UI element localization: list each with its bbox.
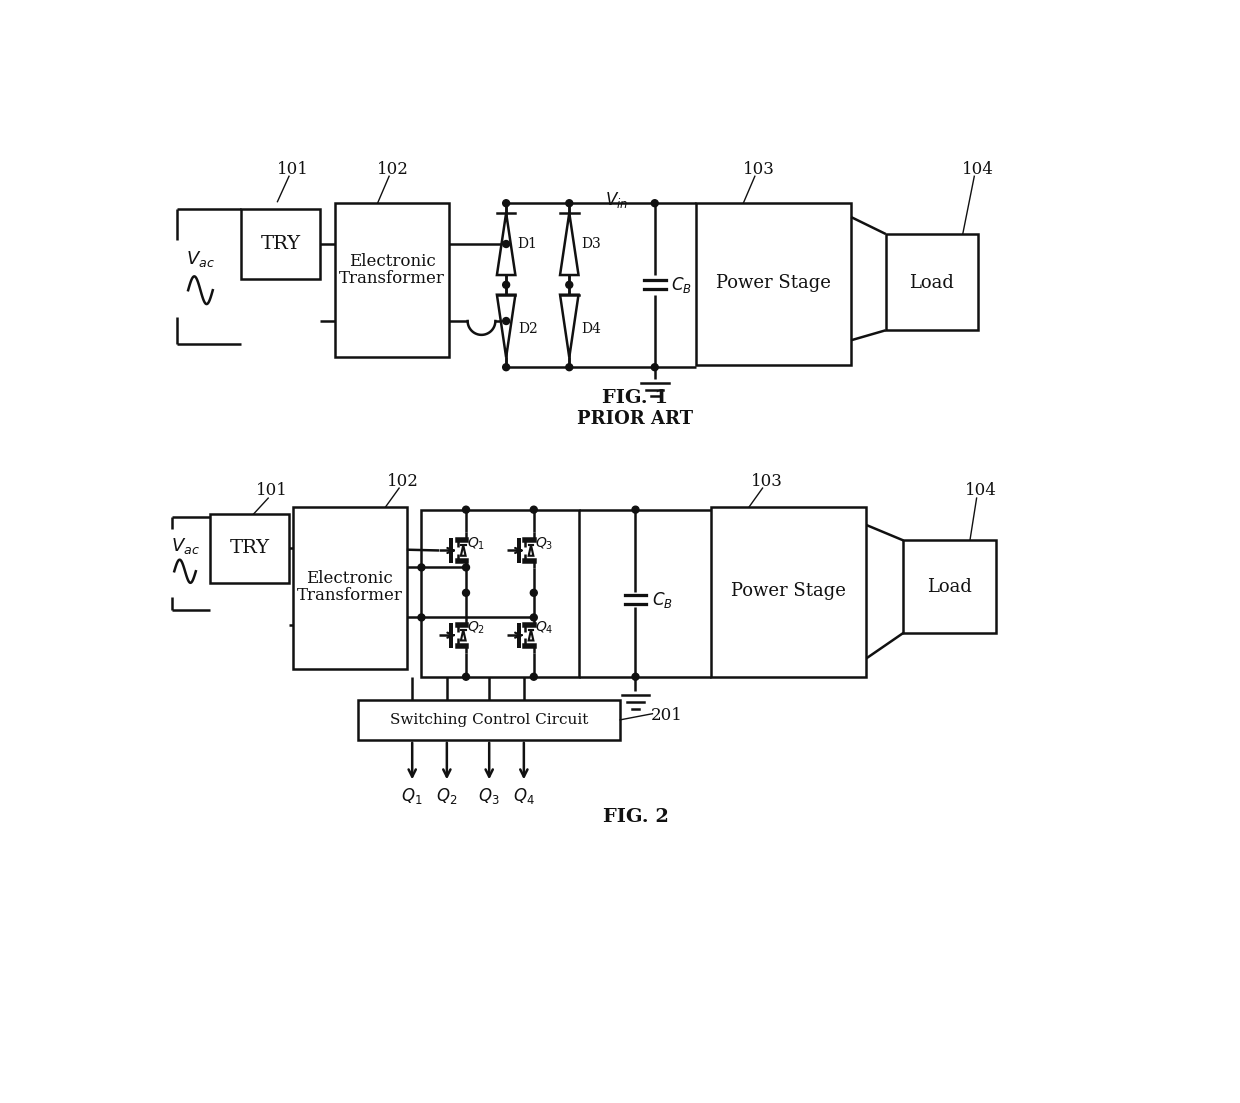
Circle shape xyxy=(502,281,510,288)
Circle shape xyxy=(531,673,537,681)
Circle shape xyxy=(565,364,573,371)
Text: Load: Load xyxy=(909,274,955,291)
Text: $C_B$: $C_B$ xyxy=(652,590,673,610)
Circle shape xyxy=(502,200,510,206)
Text: $Q_2$: $Q_2$ xyxy=(436,786,458,806)
Circle shape xyxy=(502,364,510,371)
Text: 104: 104 xyxy=(962,161,994,178)
Text: PRIOR ART: PRIOR ART xyxy=(578,410,693,428)
Circle shape xyxy=(632,506,639,513)
Circle shape xyxy=(418,614,425,621)
Bar xyxy=(422,510,579,677)
Text: Transformer: Transformer xyxy=(340,270,445,287)
Text: $V_{ac}$: $V_{ac}$ xyxy=(171,536,200,556)
Text: 101: 101 xyxy=(277,161,309,178)
Text: 104: 104 xyxy=(965,482,997,499)
Text: 201: 201 xyxy=(650,707,682,724)
Circle shape xyxy=(531,506,537,513)
Polygon shape xyxy=(560,295,579,357)
Circle shape xyxy=(463,589,470,597)
Polygon shape xyxy=(560,213,579,275)
Circle shape xyxy=(463,564,470,571)
Polygon shape xyxy=(497,213,516,275)
Circle shape xyxy=(531,589,537,597)
Bar xyxy=(885,234,978,330)
Text: $Q_4$: $Q_4$ xyxy=(513,786,534,806)
Bar xyxy=(711,507,867,677)
Text: $Q_3$: $Q_3$ xyxy=(479,786,500,806)
Text: 101: 101 xyxy=(257,482,288,499)
Text: 102: 102 xyxy=(387,473,419,490)
Text: FIG. 1: FIG. 1 xyxy=(603,389,668,407)
Bar xyxy=(293,507,407,670)
Text: $Q_4$: $Q_4$ xyxy=(534,620,553,636)
Circle shape xyxy=(502,240,510,247)
Circle shape xyxy=(463,506,470,513)
Text: Power Stage: Power Stage xyxy=(715,274,831,291)
Text: D3: D3 xyxy=(582,237,600,251)
Text: Power Stage: Power Stage xyxy=(732,581,846,600)
Text: D4: D4 xyxy=(580,322,600,335)
Text: $V_{in}$: $V_{in}$ xyxy=(605,190,627,210)
Polygon shape xyxy=(528,630,533,641)
Text: 103: 103 xyxy=(750,473,782,490)
Text: Switching Control Circuit: Switching Control Circuit xyxy=(391,713,589,727)
Text: $Q_1$: $Q_1$ xyxy=(402,786,423,806)
Text: Electronic: Electronic xyxy=(348,254,435,270)
Circle shape xyxy=(565,281,573,288)
Text: TRY: TRY xyxy=(260,235,300,253)
Text: 102: 102 xyxy=(377,161,409,178)
Circle shape xyxy=(463,673,470,681)
Polygon shape xyxy=(528,545,533,556)
Bar xyxy=(242,210,320,279)
Bar xyxy=(696,203,851,365)
Text: $Q_3$: $Q_3$ xyxy=(534,535,553,552)
Circle shape xyxy=(531,614,537,621)
Circle shape xyxy=(651,200,658,206)
Bar xyxy=(904,540,996,633)
Text: $Q_2$: $Q_2$ xyxy=(467,620,486,636)
Text: Load: Load xyxy=(928,578,972,596)
Circle shape xyxy=(502,318,510,324)
Text: Electronic: Electronic xyxy=(306,570,393,588)
Polygon shape xyxy=(461,545,465,556)
Bar xyxy=(358,699,620,740)
Text: $C_B$: $C_B$ xyxy=(671,275,692,295)
Text: FIG. 2: FIG. 2 xyxy=(603,807,668,826)
Text: Transformer: Transformer xyxy=(296,588,403,604)
Polygon shape xyxy=(461,630,465,641)
Polygon shape xyxy=(497,295,516,357)
Circle shape xyxy=(565,200,573,206)
Text: D2: D2 xyxy=(518,322,538,335)
Text: D1: D1 xyxy=(518,237,538,251)
Circle shape xyxy=(418,564,425,571)
Text: $V_{ac}$: $V_{ac}$ xyxy=(186,249,215,269)
Circle shape xyxy=(651,364,658,371)
Bar xyxy=(335,203,449,357)
Text: 103: 103 xyxy=(743,161,775,178)
Circle shape xyxy=(632,673,639,681)
Text: TRY: TRY xyxy=(229,539,270,557)
Text: $Q_1$: $Q_1$ xyxy=(467,535,486,552)
Bar xyxy=(211,514,289,582)
